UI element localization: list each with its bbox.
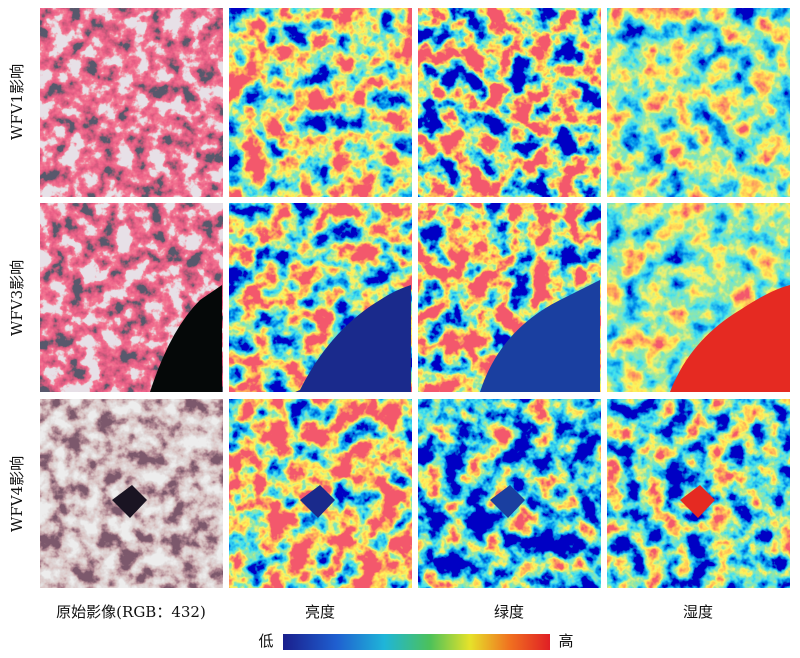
colorbar-low-label: 低	[258, 632, 273, 650]
water-region	[490, 485, 525, 518]
image-grid	[40, 8, 790, 588]
image-panel	[607, 8, 790, 197]
water-region	[480, 280, 600, 392]
water-region	[150, 285, 222, 392]
colorbar-high-label: 高	[558, 632, 573, 650]
row-label: WFV3影响	[8, 260, 26, 336]
image-panel	[418, 8, 601, 197]
water-region	[295, 285, 411, 392]
water-region	[680, 485, 715, 518]
row-label: WFV4影响	[8, 456, 26, 532]
water-region	[300, 485, 335, 518]
column-label: 原始影像(RGB：432)	[56, 603, 206, 621]
column-label: 湿度	[683, 603, 713, 621]
image-panel	[40, 8, 223, 197]
image-panel	[229, 8, 412, 197]
colorbar	[283, 634, 550, 650]
row-label: WFV1影响	[8, 64, 26, 140]
column-label: 亮度	[305, 603, 335, 621]
column-label: 绿度	[494, 603, 524, 621]
water-region	[112, 485, 147, 518]
water-region	[670, 285, 790, 392]
